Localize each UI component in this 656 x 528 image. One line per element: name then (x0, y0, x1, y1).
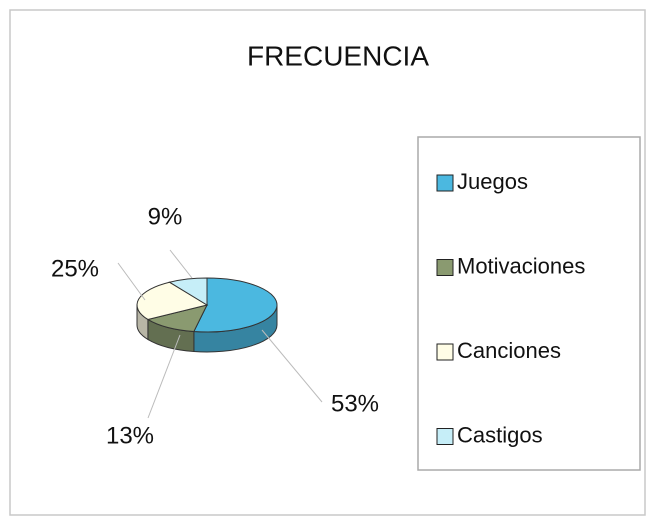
pie-slice (136, 281, 209, 321)
legend-swatch (436, 259, 454, 276)
pie-slice (193, 277, 278, 333)
data-label: 25% (51, 255, 99, 282)
leader-line (169, 249, 193, 279)
pie-slice (168, 277, 208, 306)
legend-swatch (436, 343, 454, 361)
leader-line (261, 329, 323, 403)
chart-title: FRECUENCIA (247, 40, 429, 71)
legend-box (417, 136, 641, 471)
data-label: 13% (106, 422, 154, 449)
data-label: 53% (331, 390, 379, 417)
legend-label: Juegos (457, 169, 528, 194)
legend-label: Castigos (457, 422, 543, 447)
legend-swatch (436, 174, 454, 192)
legend-label: Motivaciones (457, 253, 585, 278)
leader-line (117, 262, 146, 301)
legend-label: Canciones (457, 338, 561, 363)
legend-swatch (436, 428, 454, 445)
leader-line (147, 334, 181, 419)
data-label: 9% (148, 203, 183, 230)
